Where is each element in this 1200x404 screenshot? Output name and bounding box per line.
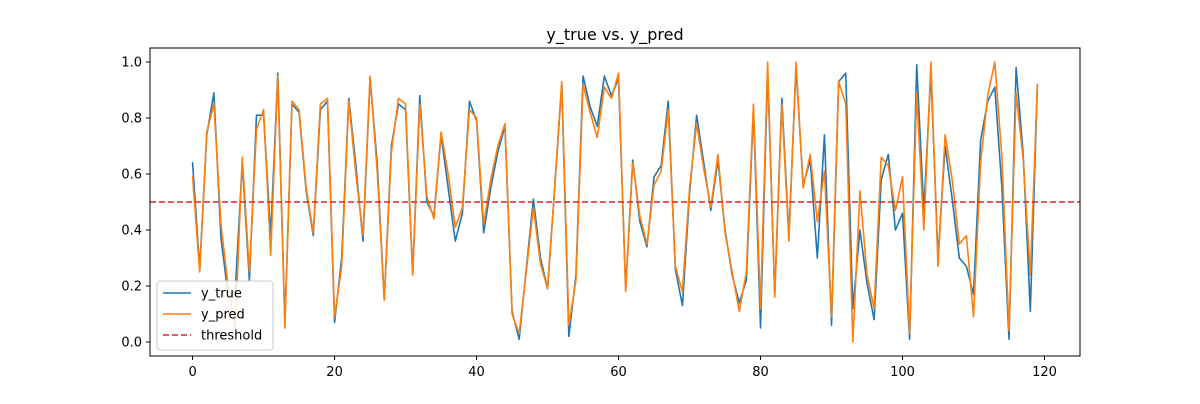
axes: 0 20 40 60 80 100 120 0.0 0.2 0.4 0.6 0.8 1.0 — [121, 47, 1081, 380]
x-tick-label: 60 — [610, 365, 627, 380]
y-tick-label: 0.0 — [121, 336, 142, 351]
y-tick-label: 1.0 — [121, 56, 142, 71]
chart-title: y_true vs. y_pred — [546, 25, 683, 45]
x-tick-label: 40 — [468, 365, 485, 380]
legend-label-y_pred: y_pred — [201, 308, 245, 323]
y-tick-label: 0.8 — [121, 112, 142, 127]
plot-area — [150, 61, 1080, 343]
series-line-y_pred — [191, 61, 1039, 343]
legend-box — [156, 280, 274, 351]
y-tick-label: 0.4 — [121, 224, 142, 239]
y-tick-label: 0.2 — [121, 280, 142, 295]
axes-frame — [149, 47, 1081, 357]
legend-label-threshold: threshold — [201, 329, 262, 344]
x-tick-label: 0 — [188, 365, 196, 380]
x-tick-label: 80 — [752, 365, 769, 380]
x-tick-label: 120 — [1032, 365, 1057, 380]
x-tick-label: 100 — [890, 365, 915, 380]
x-tick-label: 20 — [326, 365, 343, 380]
y-tick-label: 0.6 — [121, 168, 142, 183]
legend-label-y_true: y_true — [201, 287, 242, 302]
legend: y_true y_pred threshold — [156, 280, 274, 351]
